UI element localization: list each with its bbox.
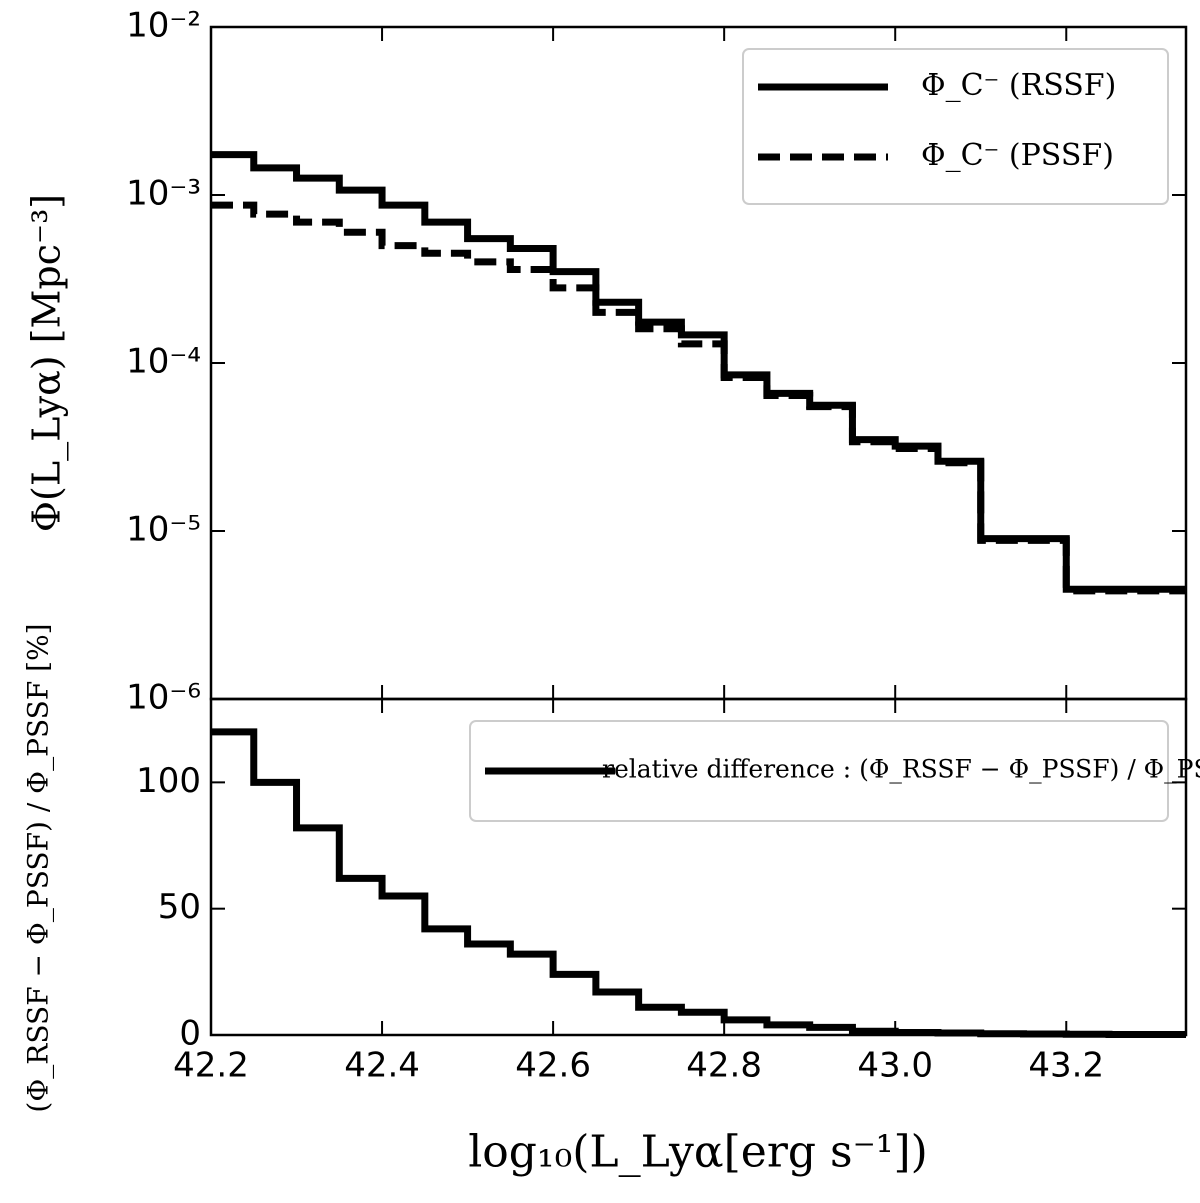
- y-tick-label: 10⁻²: [126, 6, 201, 46]
- y-tick-label: 10⁻⁴: [126, 342, 201, 382]
- y-tick-label: 10⁻⁵: [126, 510, 201, 550]
- legend-label: relative difference : (Φ_RSSF − Φ_PSSF) …: [602, 755, 1200, 784]
- data-line: [211, 151, 1186, 593]
- legend-label: Φ_C⁻ (PSSF): [921, 138, 1114, 173]
- legend-label: Φ_C⁻ (RSSF): [921, 68, 1116, 103]
- x-tick-label: 43.0: [857, 1046, 933, 1086]
- data-line: [211, 728, 1186, 1038]
- y-axis-label: (Φ_RSSF − Φ_PSSF) / Φ_PSSF [%]: [22, 623, 55, 1112]
- x-axis-label: log₁₀(L_Lyα[erg s⁻¹]): [468, 1127, 928, 1178]
- x-tick-label: 42.8: [686, 1046, 762, 1086]
- y-axis-label: Φ(L_Lyα) [Mpc⁻³]: [25, 194, 70, 532]
- y-tick-label: 50: [158, 887, 201, 927]
- y-tick-label: 0: [179, 1014, 201, 1054]
- y-tick-label: 10⁻⁶: [126, 678, 201, 718]
- legend-box: [469, 720, 1169, 822]
- plot-frame: [209, 697, 1188, 1037]
- y-tick-label: 10⁻³: [126, 174, 201, 214]
- x-tick-label: 42.2: [173, 1046, 249, 1086]
- data-line: [211, 201, 1186, 595]
- y-tick-label: 100: [136, 761, 201, 801]
- x-tick-label: 42.4: [344, 1046, 420, 1086]
- x-tick-label: 43.2: [1028, 1046, 1104, 1086]
- x-tick-label: 42.6: [515, 1046, 591, 1086]
